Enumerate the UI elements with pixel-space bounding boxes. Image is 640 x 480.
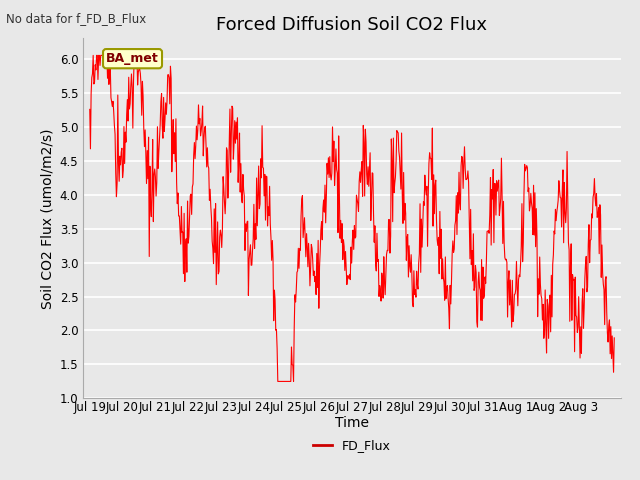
Legend: FD_Flux: FD_Flux xyxy=(308,434,396,457)
Y-axis label: Soil CO2 Flux (umol/m2/s): Soil CO2 Flux (umol/m2/s) xyxy=(40,128,54,309)
X-axis label: Time: Time xyxy=(335,416,369,430)
Text: No data for f_FD_B_Flux: No data for f_FD_B_Flux xyxy=(6,12,147,25)
Title: Forced Diffusion Soil CO2 Flux: Forced Diffusion Soil CO2 Flux xyxy=(216,16,488,34)
Text: BA_met: BA_met xyxy=(106,52,159,65)
